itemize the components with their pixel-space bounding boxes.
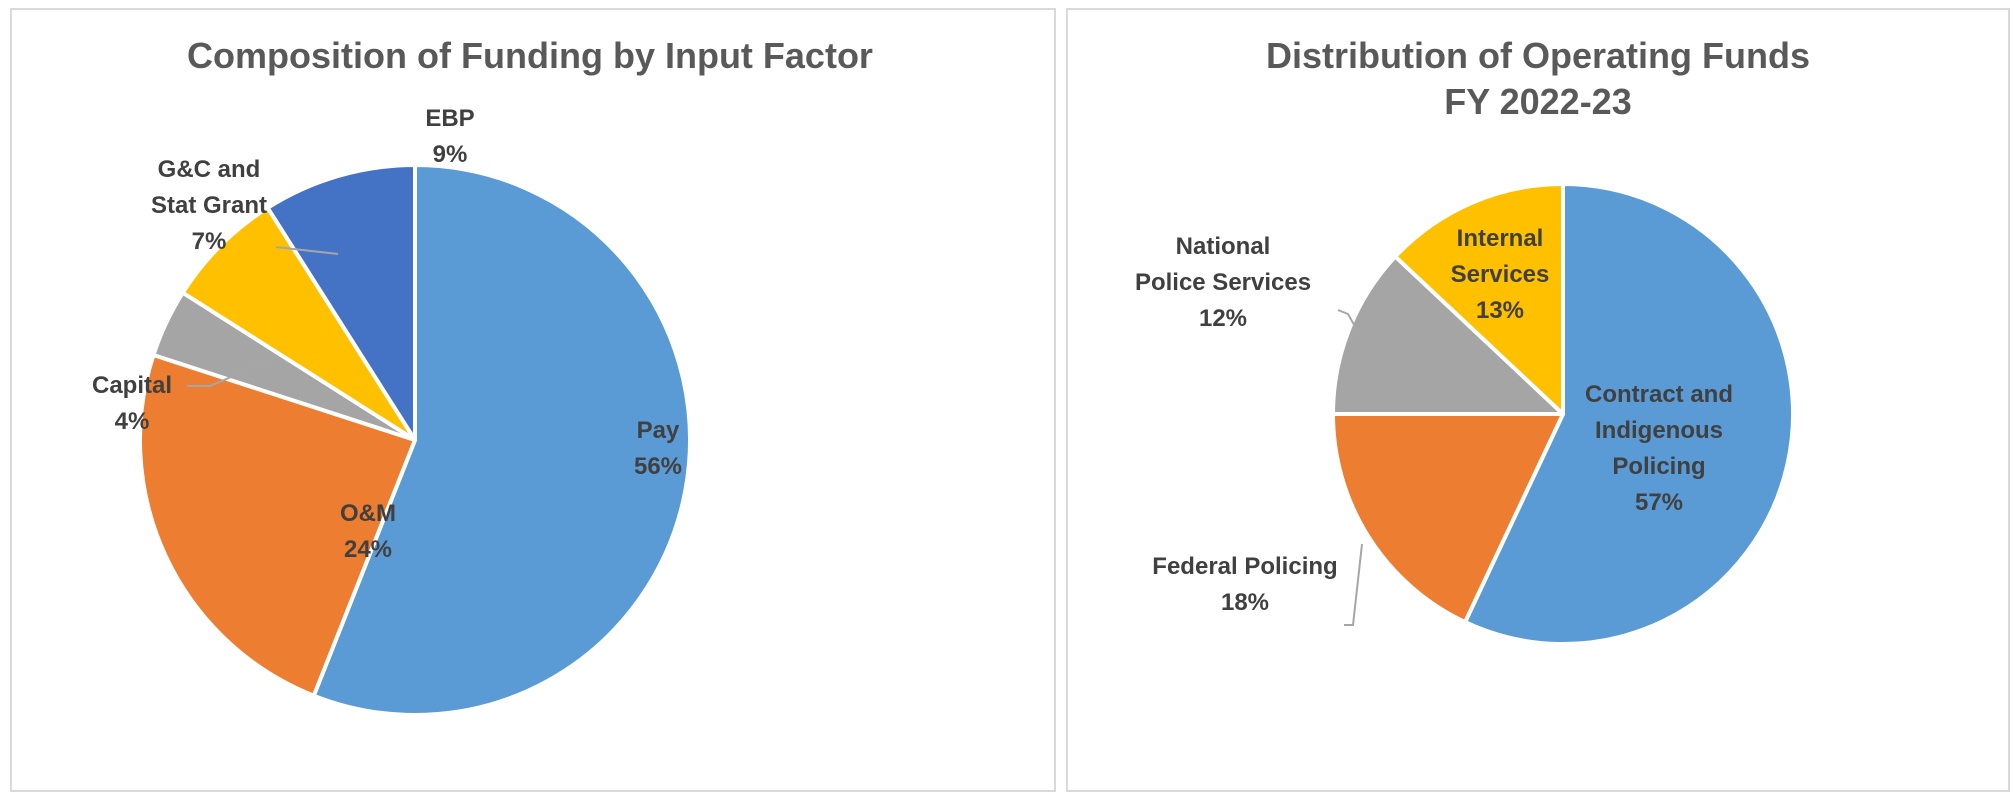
slice-label-capital: Capital 4% bbox=[92, 372, 172, 435]
pie-slice-national-police-services bbox=[1331, 254, 1565, 416]
leader-line-federal-policing bbox=[1344, 543, 1363, 626]
slice-label-federal-policing: Federal Policing 18% bbox=[1152, 553, 1337, 616]
leader-line-capital bbox=[187, 358, 274, 387]
chart-panel-composition: Composition of Funding by Input Factor P… bbox=[10, 8, 1056, 792]
pie-slice-pay bbox=[311, 163, 692, 717]
slice-label-internal-services: Internal Services 13% bbox=[1451, 225, 1550, 324]
slice-label-pay: Pay 56% bbox=[634, 417, 682, 480]
pie-slice-ebp bbox=[265, 163, 417, 442]
chart-title: Distribution of Operating Funds bbox=[1266, 35, 1810, 76]
chart-title: Composition of Funding by Input Factor bbox=[187, 35, 873, 76]
pie-slice-oandm bbox=[138, 353, 417, 698]
slice-label-contract-and-indigenous-policing: Contract and Indigenous Policing 57% bbox=[1585, 381, 1733, 516]
slice-label-ebp: EBP 9% bbox=[425, 105, 474, 168]
chart-subtitle: FY 2022-23 bbox=[1444, 81, 1631, 122]
pie-chart-distribution: Distribution of Operating Funds FY 2022-… bbox=[1135, 35, 1810, 646]
chart-panel-distribution: Distribution of Operating Funds FY 2022-… bbox=[1066, 8, 2010, 792]
slice-label-gandc-and-stat-grant: G&C and Stat Grant 7% bbox=[151, 156, 267, 255]
slice-label-national-police-services: National Police Services 12% bbox=[1135, 233, 1311, 332]
pie-slice-gandc-and-stat-grant bbox=[180, 205, 417, 442]
pie-slice-federal-policing bbox=[1331, 412, 1565, 625]
slice-label-oandm: O&M 24% bbox=[340, 500, 396, 563]
pie-slice-contract-and-indigenous-policing bbox=[1463, 182, 1795, 646]
pie-slice-internal-services bbox=[1393, 182, 1565, 416]
pie-chart-composition: Composition of Funding by Input Factor P… bbox=[92, 35, 873, 717]
leader-line-gandc-and-stat-grant bbox=[275, 246, 339, 255]
leader-line-national-police-services bbox=[1337, 309, 1358, 331]
